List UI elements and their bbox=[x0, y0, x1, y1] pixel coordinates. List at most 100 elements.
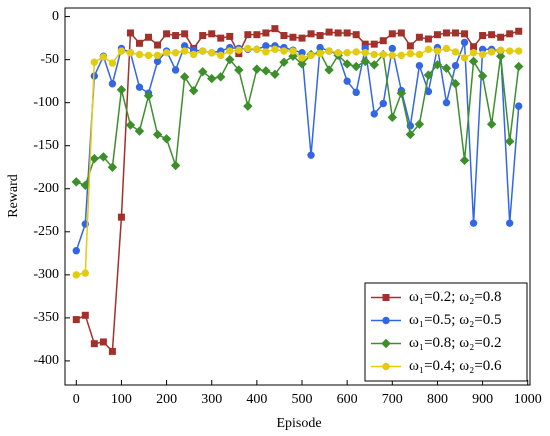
marker bbox=[181, 30, 189, 38]
marker bbox=[89, 153, 100, 164]
marker bbox=[505, 47, 514, 55]
marker bbox=[216, 72, 226, 82]
marker bbox=[397, 51, 406, 60]
marker bbox=[479, 32, 487, 40]
marker bbox=[470, 43, 478, 51]
marker bbox=[188, 85, 199, 96]
marker bbox=[325, 28, 333, 36]
marker bbox=[515, 47, 523, 55]
marker bbox=[271, 25, 279, 33]
marker bbox=[145, 33, 153, 41]
marker bbox=[99, 53, 108, 61]
marker bbox=[226, 47, 234, 55]
marker bbox=[199, 32, 207, 40]
y-tick-label: -400 bbox=[33, 353, 59, 368]
x-tick-label: 100 bbox=[111, 392, 132, 407]
marker bbox=[125, 120, 136, 130]
x-tick-label: 700 bbox=[382, 392, 403, 407]
marker bbox=[71, 177, 81, 187]
marker bbox=[423, 70, 434, 80]
marker bbox=[262, 48, 270, 56]
marker bbox=[152, 129, 163, 140]
marker bbox=[442, 98, 451, 107]
legend-marker bbox=[382, 362, 390, 371]
marker bbox=[379, 99, 387, 108]
marker bbox=[99, 338, 107, 346]
marker bbox=[171, 66, 180, 74]
legend-label: ω₁=0.8; ω₂=0.2 bbox=[409, 335, 502, 351]
marker bbox=[72, 271, 80, 279]
x-tick-label: 200 bbox=[156, 392, 177, 407]
marker bbox=[280, 32, 288, 40]
marker bbox=[486, 119, 497, 129]
legend-marker bbox=[382, 316, 390, 325]
x-tick-label: 900 bbox=[472, 392, 493, 407]
marker bbox=[505, 219, 514, 227]
marker bbox=[135, 39, 143, 47]
marker bbox=[379, 50, 387, 59]
marker bbox=[108, 347, 116, 355]
marker bbox=[488, 31, 496, 39]
marker bbox=[289, 47, 297, 55]
marker bbox=[81, 311, 89, 319]
marker bbox=[478, 50, 487, 59]
marker bbox=[406, 42, 414, 50]
marker bbox=[288, 51, 298, 61]
marker bbox=[117, 213, 125, 221]
marker bbox=[208, 49, 216, 57]
marker bbox=[452, 29, 460, 37]
marker bbox=[298, 54, 306, 62]
marker bbox=[504, 136, 515, 147]
marker bbox=[424, 35, 432, 43]
marker bbox=[343, 29, 351, 37]
marker bbox=[487, 48, 496, 56]
marker bbox=[442, 44, 451, 53]
marker bbox=[515, 27, 523, 35]
marker bbox=[433, 47, 442, 55]
marker bbox=[307, 151, 315, 159]
marker bbox=[163, 30, 171, 38]
marker bbox=[225, 54, 235, 65]
marker bbox=[388, 30, 396, 38]
marker bbox=[343, 77, 351, 85]
marker bbox=[207, 73, 217, 84]
marker bbox=[405, 129, 416, 140]
marker bbox=[352, 48, 360, 56]
legend-label: ω₁=0.4; ω₂=0.6 bbox=[409, 358, 502, 374]
marker bbox=[226, 32, 234, 40]
marker bbox=[116, 85, 127, 95]
marker bbox=[262, 29, 270, 37]
marker bbox=[135, 83, 144, 91]
marker bbox=[307, 51, 315, 60]
x-tick-label: 300 bbox=[201, 392, 222, 407]
line-series bbox=[76, 51, 520, 187]
marker bbox=[496, 46, 505, 54]
marker bbox=[369, 60, 379, 70]
marker bbox=[468, 56, 479, 67]
marker bbox=[406, 49, 415, 58]
marker bbox=[387, 112, 398, 123]
marker bbox=[289, 33, 297, 41]
marker bbox=[244, 31, 252, 39]
marker bbox=[134, 126, 145, 136]
marker bbox=[370, 40, 378, 48]
plot-frame bbox=[64, 7, 531, 386]
x-tick-label: 800 bbox=[427, 392, 448, 407]
y-tick-label: -250 bbox=[33, 224, 59, 239]
marker bbox=[397, 29, 405, 37]
marker bbox=[469, 49, 478, 57]
marker bbox=[198, 47, 207, 55]
marker bbox=[262, 42, 270, 50]
marker bbox=[477, 71, 488, 81]
marker bbox=[235, 46, 243, 54]
marker bbox=[217, 34, 225, 42]
marker bbox=[172, 32, 180, 40]
marker bbox=[461, 30, 469, 38]
marker bbox=[217, 51, 225, 60]
marker bbox=[90, 340, 98, 348]
marker bbox=[469, 219, 478, 227]
marker bbox=[153, 51, 162, 60]
marker bbox=[495, 51, 506, 61]
x-tick-label: 500 bbox=[292, 392, 313, 407]
marker bbox=[107, 162, 118, 172]
